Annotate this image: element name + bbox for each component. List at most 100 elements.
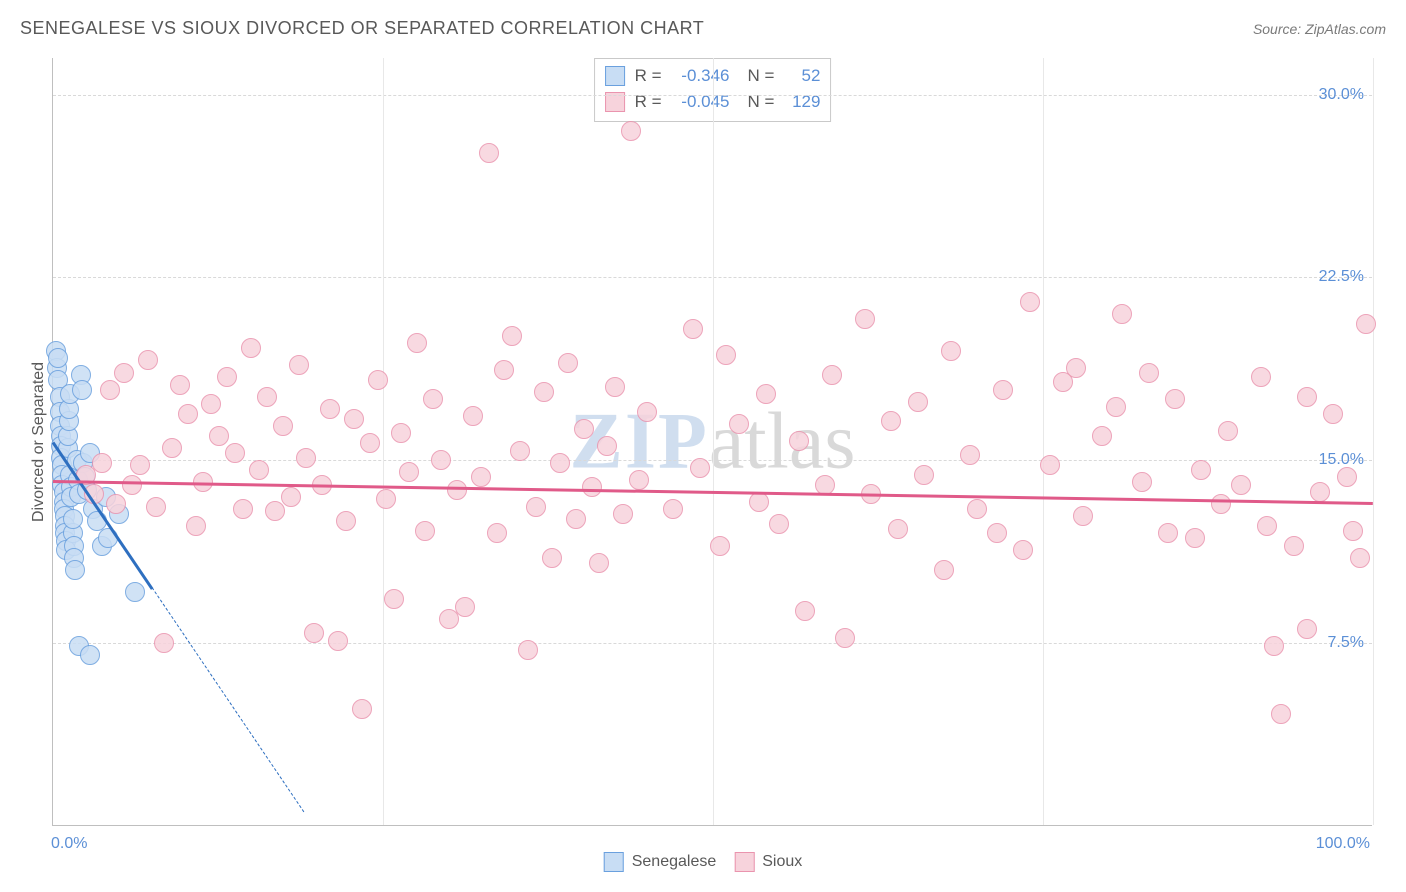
gridline-v bbox=[1043, 58, 1044, 825]
stat-N-label: N = bbox=[748, 89, 775, 115]
scatter-point bbox=[1132, 472, 1152, 492]
scatter-point bbox=[815, 475, 835, 495]
scatter-point bbox=[1284, 536, 1304, 556]
scatter-point bbox=[1211, 494, 1231, 514]
scatter-point bbox=[1185, 528, 1205, 548]
scatter-point bbox=[217, 367, 237, 387]
scatter-point bbox=[769, 514, 789, 534]
scatter-point bbox=[621, 121, 641, 141]
gridline-v bbox=[383, 58, 384, 825]
watermark-part2: atlas bbox=[709, 397, 856, 485]
y-tick-label: 15.0% bbox=[1319, 451, 1364, 469]
scatter-point bbox=[63, 509, 83, 529]
scatter-point bbox=[114, 363, 134, 383]
scatter-point bbox=[162, 438, 182, 458]
scatter-point bbox=[178, 404, 198, 424]
scatter-point bbox=[186, 516, 206, 536]
scatter-point bbox=[146, 497, 166, 517]
stat-R-value: -0.346 bbox=[672, 63, 730, 89]
scatter-point bbox=[822, 365, 842, 385]
scatter-point bbox=[138, 350, 158, 370]
scatter-point bbox=[265, 501, 285, 521]
scatter-point bbox=[629, 470, 649, 490]
x-tick-label: 100.0% bbox=[1316, 835, 1370, 853]
scatter-point bbox=[407, 333, 427, 353]
scatter-point bbox=[1112, 304, 1132, 324]
scatter-point bbox=[352, 699, 372, 719]
scatter-point bbox=[241, 338, 261, 358]
scatter-point bbox=[729, 414, 749, 434]
scatter-point bbox=[683, 319, 703, 339]
scatter-point bbox=[789, 431, 809, 451]
scatter-point bbox=[756, 384, 776, 404]
scatter-point bbox=[471, 467, 491, 487]
scatter-point bbox=[558, 353, 578, 373]
scatter-point bbox=[257, 387, 277, 407]
scatter-point bbox=[526, 497, 546, 517]
stat-N-value: 52 bbox=[784, 63, 820, 89]
y-tick-label: 22.5% bbox=[1319, 268, 1364, 286]
scatter-point bbox=[170, 375, 190, 395]
legend-swatch bbox=[734, 852, 754, 872]
scatter-point bbox=[92, 453, 112, 473]
scatter-point bbox=[463, 406, 483, 426]
scatter-point bbox=[304, 623, 324, 643]
scatter-point bbox=[795, 601, 815, 621]
scatter-point bbox=[993, 380, 1013, 400]
scatter-point bbox=[209, 426, 229, 446]
scatter-point bbox=[1343, 521, 1363, 541]
scatter-point bbox=[1297, 387, 1317, 407]
legend-swatch bbox=[605, 66, 625, 86]
scatter-point bbox=[550, 453, 570, 473]
scatter-point bbox=[100, 380, 120, 400]
stat-R-label: R = bbox=[635, 63, 662, 89]
legend-swatch bbox=[604, 852, 624, 872]
scatter-point bbox=[960, 445, 980, 465]
scatter-point bbox=[1139, 363, 1159, 383]
scatter-point bbox=[360, 433, 380, 453]
chart-source: Source: ZipAtlas.com bbox=[1253, 21, 1386, 37]
scatter-point bbox=[663, 499, 683, 519]
plot-area: ZIPatlas R =-0.346N =52R =-0.045N =129 7… bbox=[52, 58, 1372, 826]
scatter-point bbox=[941, 341, 961, 361]
scatter-point bbox=[423, 389, 443, 409]
scatter-point bbox=[888, 519, 908, 539]
scatter-point bbox=[835, 628, 855, 648]
scatter-point bbox=[987, 523, 1007, 543]
scatter-point bbox=[154, 633, 174, 653]
scatter-point bbox=[233, 499, 253, 519]
scatter-point bbox=[328, 631, 348, 651]
y-tick-label: 7.5% bbox=[1328, 634, 1364, 652]
scatter-point bbox=[582, 477, 602, 497]
scatter-point bbox=[1020, 292, 1040, 312]
stat-N-label: N = bbox=[748, 63, 775, 89]
scatter-point bbox=[589, 553, 609, 573]
y-tick-label: 30.0% bbox=[1319, 86, 1364, 104]
scatter-point bbox=[201, 394, 221, 414]
scatter-point bbox=[908, 392, 928, 412]
bottom-legend-item: Sioux bbox=[734, 852, 802, 872]
source-name: ZipAtlas.com bbox=[1305, 21, 1386, 37]
stat-R-value: -0.045 bbox=[672, 89, 730, 115]
scatter-point bbox=[122, 475, 142, 495]
scatter-point bbox=[502, 326, 522, 346]
scatter-point bbox=[967, 499, 987, 519]
scatter-point bbox=[65, 560, 85, 580]
bottom-legend: SenegaleseSioux bbox=[604, 832, 803, 892]
scatter-point bbox=[690, 458, 710, 478]
x-tick-label: 0.0% bbox=[51, 835, 87, 853]
scatter-point bbox=[1040, 455, 1060, 475]
scatter-point bbox=[273, 416, 293, 436]
scatter-point bbox=[1337, 467, 1357, 487]
scatter-point bbox=[1297, 619, 1317, 639]
scatter-point bbox=[1264, 636, 1284, 656]
scatter-point bbox=[249, 460, 269, 480]
scatter-point bbox=[542, 548, 562, 568]
stat-R-label: R = bbox=[635, 89, 662, 115]
stat-N-value: 129 bbox=[784, 89, 820, 115]
scatter-point bbox=[1350, 548, 1370, 568]
scatter-point bbox=[1257, 516, 1277, 536]
bottom-legend-label: Sioux bbox=[762, 853, 802, 871]
scatter-point bbox=[281, 487, 301, 507]
scatter-point bbox=[1231, 475, 1251, 495]
